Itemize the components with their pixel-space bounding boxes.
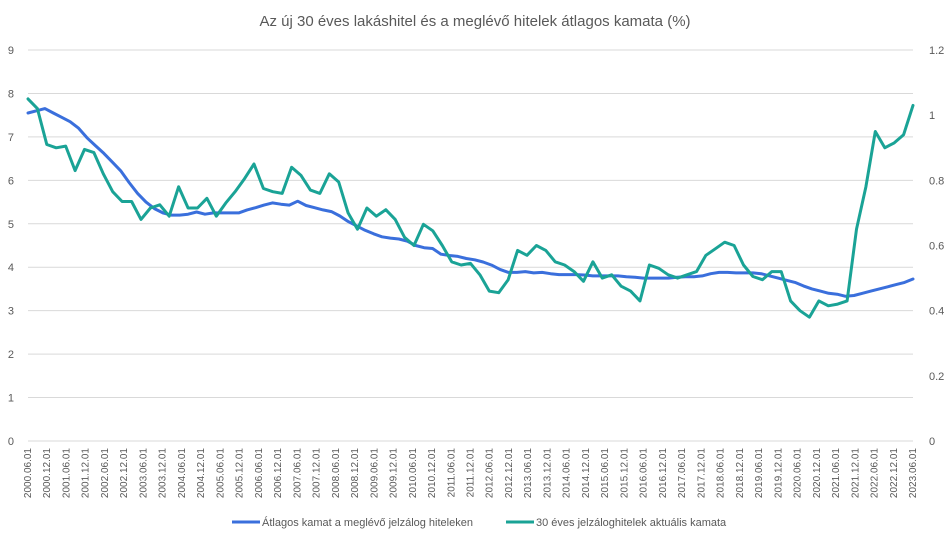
x-tick-label: 2003.06.01 — [138, 448, 149, 498]
x-tick-label: 2000.12.01 — [42, 448, 53, 498]
y-axis-right: 0 0.2 0.4 0.6 0.8 1 1.2 — [929, 45, 944, 448]
y2-tick-label: 1 — [929, 110, 935, 122]
x-tick-label: 2007.12.01 — [312, 448, 323, 498]
chart-title: Az új 30 éves lakáshitel és a meglévő hi… — [259, 13, 690, 30]
y-axis-left: 0 1 2 3 4 5 6 7 8 9 — [8, 45, 14, 448]
x-tick-label: 2014.06.01 — [562, 448, 573, 498]
x-tick-label: 2019.06.01 — [754, 448, 765, 498]
x-tick-label: 2018.06.01 — [716, 448, 727, 498]
x-tick-label: 2011.12.01 — [466, 448, 477, 498]
legend-label-2: 30 éves jelzáloghitelek aktuális kamata — [536, 517, 727, 529]
y-tick-label: 9 — [8, 45, 14, 57]
x-tick-label: 2022.12.01 — [889, 448, 900, 498]
y-tick-label: 2 — [8, 349, 14, 361]
x-tick-label: 2005.06.01 — [215, 448, 226, 498]
y-tick-label: 7 — [8, 132, 14, 144]
gridlines — [28, 49, 913, 442]
x-tick-label: 2014.12.01 — [581, 448, 592, 498]
x-tick-label: 2003.12.01 — [158, 448, 169, 498]
x-tick-label: 2013.12.01 — [542, 448, 553, 498]
x-tick-label: 2011.06.01 — [446, 448, 457, 498]
x-tick-label: 2009.06.01 — [369, 448, 380, 498]
x-tick-label: 2006.12.01 — [273, 448, 284, 498]
y-tick-label: 4 — [8, 262, 14, 274]
y2-tick-label: 0.4 — [929, 306, 944, 318]
x-tick-label: 2012.12.01 — [504, 448, 515, 498]
legend-label-1: Átlagos kamat a meglévő jelzálog hitelek… — [262, 516, 473, 529]
x-tick-label: 2009.12.01 — [389, 448, 400, 498]
series-line-2 — [26, 97, 915, 319]
x-tick-label: 2000.06.01 — [23, 448, 34, 498]
x-tick-label: 2010.12.01 — [427, 448, 438, 498]
x-tick-label: 2006.06.01 — [254, 448, 265, 498]
x-tick-label: 2018.12.01 — [735, 448, 746, 498]
x-tick-label: 2012.06.01 — [485, 448, 496, 498]
x-tick-label: 2004.06.01 — [177, 448, 188, 498]
y-tick-label: 3 — [8, 306, 14, 318]
series-lines — [26, 97, 915, 319]
x-tick-label: 2023.06.01 — [908, 448, 919, 498]
x-tick-label: 2013.06.01 — [523, 448, 534, 498]
y2-tick-label: 0.2 — [929, 371, 944, 383]
x-tick-label: 2002.12.01 — [119, 448, 130, 498]
x-tick-label: 2008.12.01 — [350, 448, 361, 498]
y2-tick-label: 0.8 — [929, 175, 944, 187]
y2-tick-label: 1.2 — [929, 45, 944, 57]
x-tick-label: 2002.06.01 — [100, 448, 111, 498]
y2-tick-label: 0.6 — [929, 241, 944, 253]
y-tick-label: 1 — [8, 393, 14, 405]
x-tick-label: 2015.12.01 — [619, 448, 630, 498]
x-tick-label: 2008.06.01 — [331, 448, 342, 498]
x-tick-label: 2020.12.01 — [812, 448, 823, 498]
x-tick-label: 2004.12.01 — [196, 448, 207, 498]
x-tick-label: 2021.12.01 — [850, 448, 861, 498]
x-axis: 2000.06.01 2000.12.01 2001.06.01 2001.12.01… — [23, 448, 919, 498]
x-tick-label: 2017.06.01 — [677, 448, 688, 498]
y2-tick-label: 0 — [929, 436, 935, 448]
legend: Átlagos kamat a meglévő jelzálog hitelek… — [232, 516, 727, 529]
x-tick-label: 2005.12.01 — [235, 448, 246, 498]
x-tick-label: 2001.12.01 — [81, 448, 92, 498]
x-tick-label: 2016.12.01 — [658, 448, 669, 498]
x-tick-label: 2016.06.01 — [639, 448, 650, 498]
x-tick-label: 2019.12.01 — [773, 448, 784, 498]
y-tick-label: 5 — [8, 219, 14, 231]
y-tick-label: 6 — [8, 175, 14, 187]
x-tick-label: 2015.06.01 — [600, 448, 611, 498]
y-tick-label: 0 — [8, 436, 14, 448]
x-tick-label: 2020.06.01 — [793, 448, 804, 498]
x-tick-label: 2022.06.01 — [870, 448, 881, 498]
x-tick-label: 2010.06.01 — [408, 448, 419, 498]
x-tick-label: 2007.06.01 — [292, 448, 303, 498]
x-tick-label: 2001.06.01 — [61, 448, 72, 498]
series-line-1 — [26, 107, 915, 298]
x-tick-label: 2021.06.01 — [831, 448, 842, 498]
x-tick-label: 2017.12.01 — [696, 448, 707, 498]
y-tick-label: 8 — [8, 88, 14, 100]
